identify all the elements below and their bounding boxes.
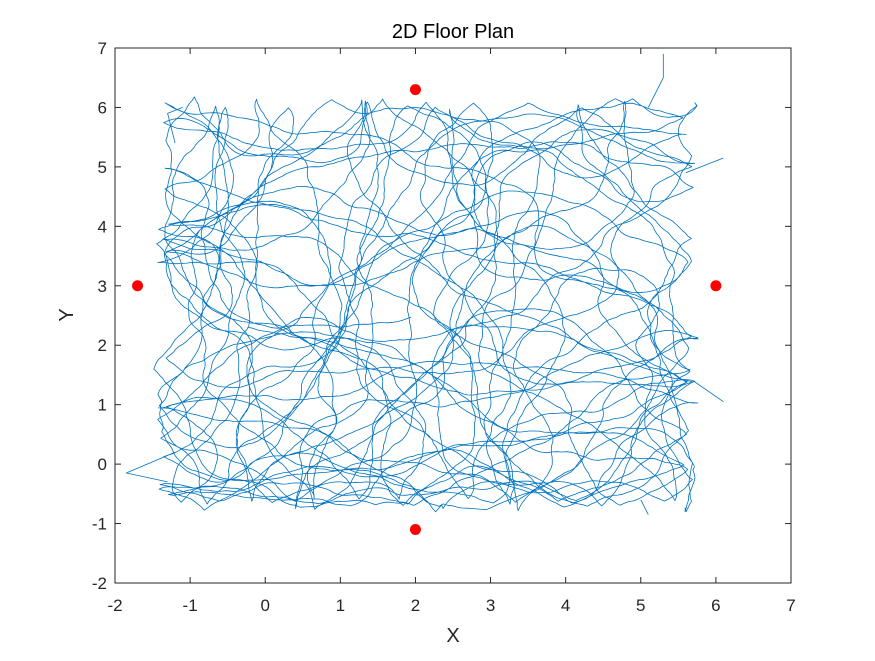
anchor-point xyxy=(710,280,722,292)
x-tick-label: 5 xyxy=(636,596,645,615)
x-tick-label: 7 xyxy=(786,596,795,615)
x-tick-label: 4 xyxy=(561,596,570,615)
axes-box xyxy=(114,47,792,584)
chart-title: 2D Floor Plan xyxy=(392,21,514,43)
y-tick-label: 3 xyxy=(98,277,107,296)
anchor-points xyxy=(132,84,722,535)
y-tick-label: 6 xyxy=(98,98,107,117)
y-tick-label: 0 xyxy=(98,455,107,474)
x-tick-label: 6 xyxy=(711,596,720,615)
x-tick-label: 2 xyxy=(411,596,420,615)
anchor-point xyxy=(132,280,144,292)
y-axis-ticks: -2 -1 0 1 2 3 4 5 6 7 xyxy=(92,39,791,593)
x-tick-label: 3 xyxy=(486,596,495,615)
y-axis-label: Y xyxy=(56,308,78,321)
x-tick-label: 1 xyxy=(336,596,345,615)
trajectory-line xyxy=(125,53,724,515)
y-tick-label: 4 xyxy=(98,217,107,236)
y-tick-label: 1 xyxy=(98,396,107,415)
x-tick-label: 0 xyxy=(260,596,269,615)
anchor-point xyxy=(409,524,421,535)
x-tick-label: -2 xyxy=(107,596,122,615)
y-tick-label: -2 xyxy=(92,574,107,593)
y-tick-label: -1 xyxy=(92,515,107,534)
x-tick-label: -1 xyxy=(183,596,198,615)
x-axis-label: X xyxy=(446,625,459,647)
trajectory-series xyxy=(125,53,724,515)
y-tick-label: 2 xyxy=(98,336,107,355)
plot-area xyxy=(115,48,791,583)
y-tick-label: 5 xyxy=(98,158,107,177)
y-tick-label: 7 xyxy=(98,39,107,58)
x-axis-ticks: -2 -1 0 1 2 3 4 5 6 7 xyxy=(107,48,796,615)
anchor-point xyxy=(409,84,421,96)
